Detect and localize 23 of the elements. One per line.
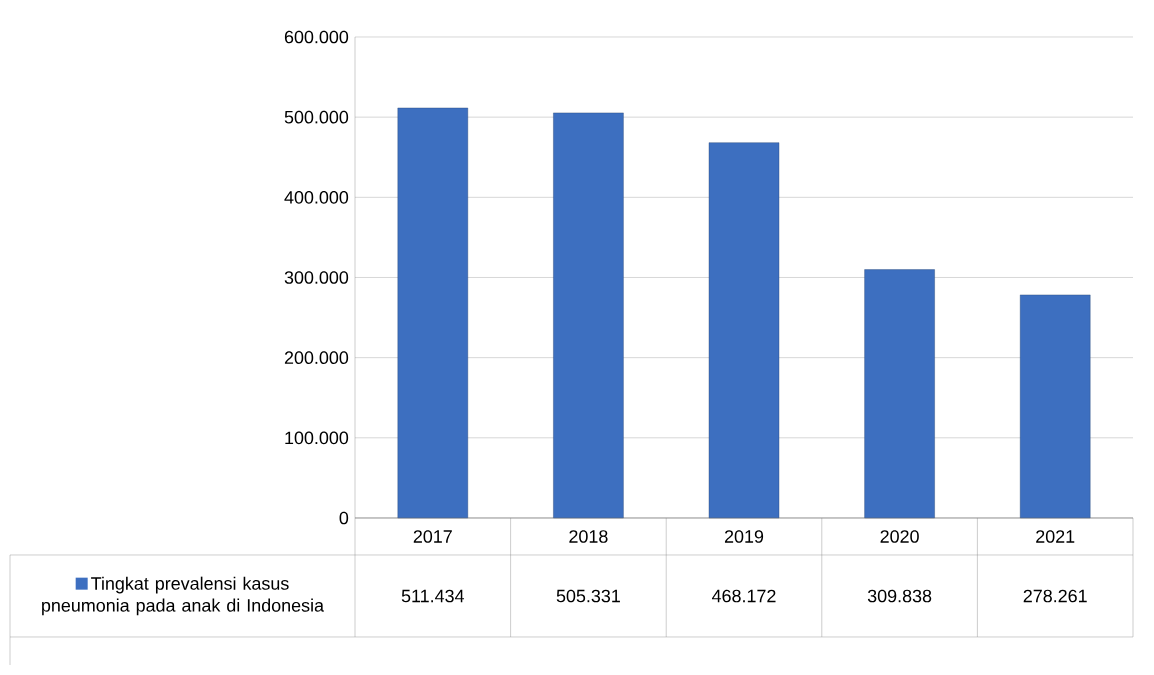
x-tick-label: 2020	[880, 530, 919, 543]
bar	[553, 112, 624, 519]
x-tick-label: 2021	[1036, 530, 1075, 543]
y-tick-label: 600.000	[284, 30, 349, 44]
y-tick-label: 200.000	[284, 351, 349, 364]
y-tick-label: 0	[339, 511, 349, 525]
y-tick-label: 400.000	[284, 190, 349, 204]
x-tick-label: 2017	[413, 530, 452, 543]
data-label: 309.838	[867, 589, 932, 603]
x-tick-label: 2019	[724, 530, 764, 543]
data-label: 468.172	[712, 589, 776, 603]
data-label: 511.434	[401, 589, 465, 603]
data-label: 505.331	[556, 589, 620, 603]
y-tick-label: 500.000	[284, 110, 349, 124]
bar	[708, 142, 780, 519]
y-tick-label: 300.000	[284, 271, 349, 284]
bar	[397, 107, 469, 519]
bar	[1020, 294, 1091, 519]
x-tick-label: 2018	[569, 530, 608, 543]
bar	[864, 269, 935, 519]
legend-label: Tingkat prevalensi kasus pneumonia pada anak di Indonesia	[42, 576, 325, 616]
data-label: 278.261	[1023, 589, 1087, 603]
y-tick-label: 100.000	[285, 431, 349, 445]
